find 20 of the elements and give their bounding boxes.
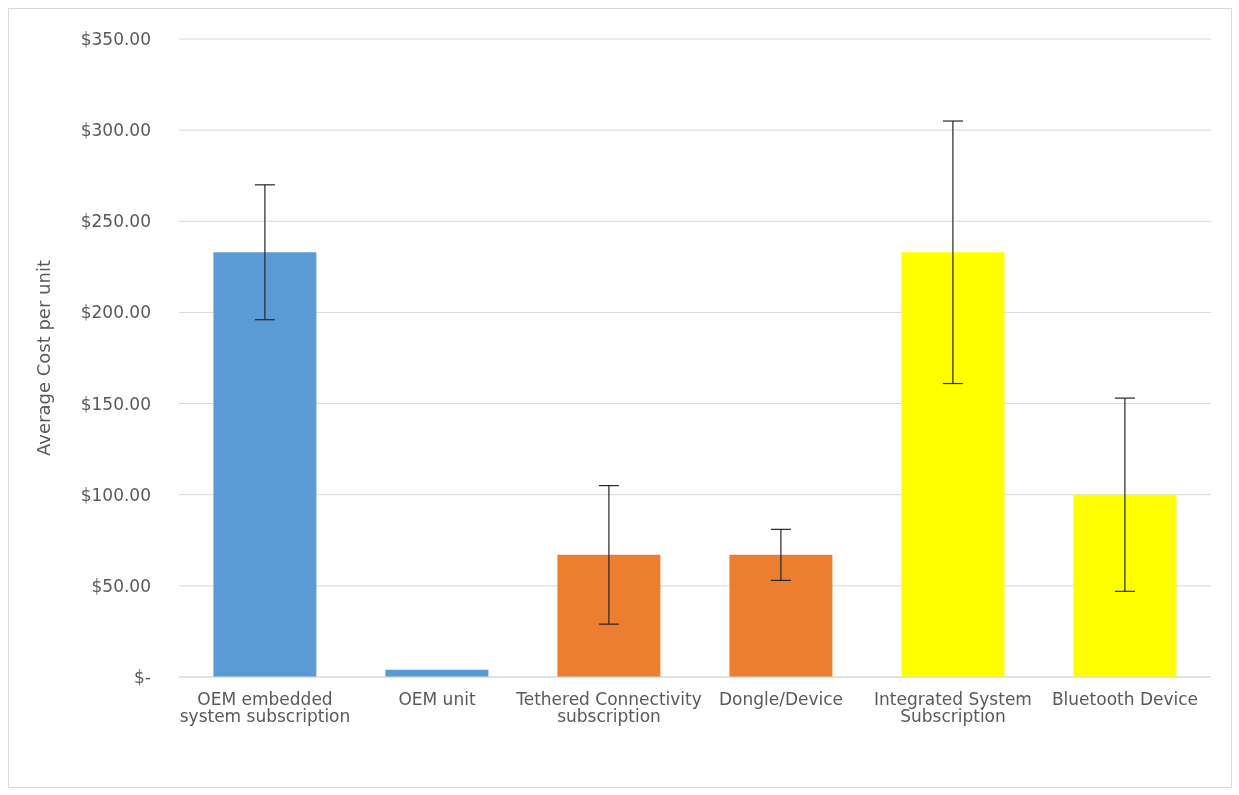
bar (729, 554, 833, 677)
bar (557, 554, 661, 677)
x-tick-label: OEM unit (398, 689, 476, 710)
y-tick-label: $200.00 (80, 302, 151, 323)
bar (901, 252, 1005, 677)
x-tick-label: Tethered Connectivity subscription (515, 689, 702, 727)
x-tick-label: Dongle/Device (718, 689, 844, 710)
y-axis-title: Average Cost per unit (33, 260, 55, 456)
bar (213, 252, 317, 677)
y-tick-label: $300.00 (80, 120, 151, 141)
y-tick-label: $100.00 (80, 484, 151, 505)
y-tick-label: $150.00 (80, 393, 151, 414)
y-tick-label: $250.00 (80, 211, 151, 232)
y-tick-label: $350.00 (80, 29, 151, 50)
y-tick-label: $50.00 (91, 575, 151, 596)
y-tick-label: $- (134, 667, 151, 688)
x-tick-label: OEM embedded system subscription (179, 689, 351, 727)
bar (1073, 494, 1177, 677)
x-tick-label: Integrated System Subscription (874, 689, 1032, 727)
x-tick-label: Bluetooth Device (1051, 689, 1199, 710)
